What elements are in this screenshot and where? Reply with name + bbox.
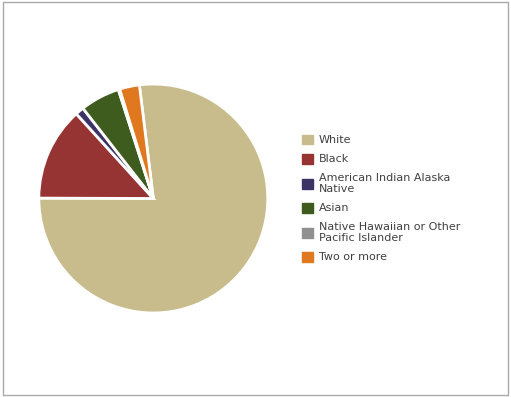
Wedge shape [83,89,153,198]
Legend: White, Black, American Indian Alaska
Native, Asian, Native Hawaiian or Other
Pac: White, Black, American Indian Alaska Nat… [302,135,460,262]
Wedge shape [76,108,153,198]
Wedge shape [120,85,153,198]
Wedge shape [39,114,153,198]
Wedge shape [119,89,153,198]
Wedge shape [39,84,268,313]
